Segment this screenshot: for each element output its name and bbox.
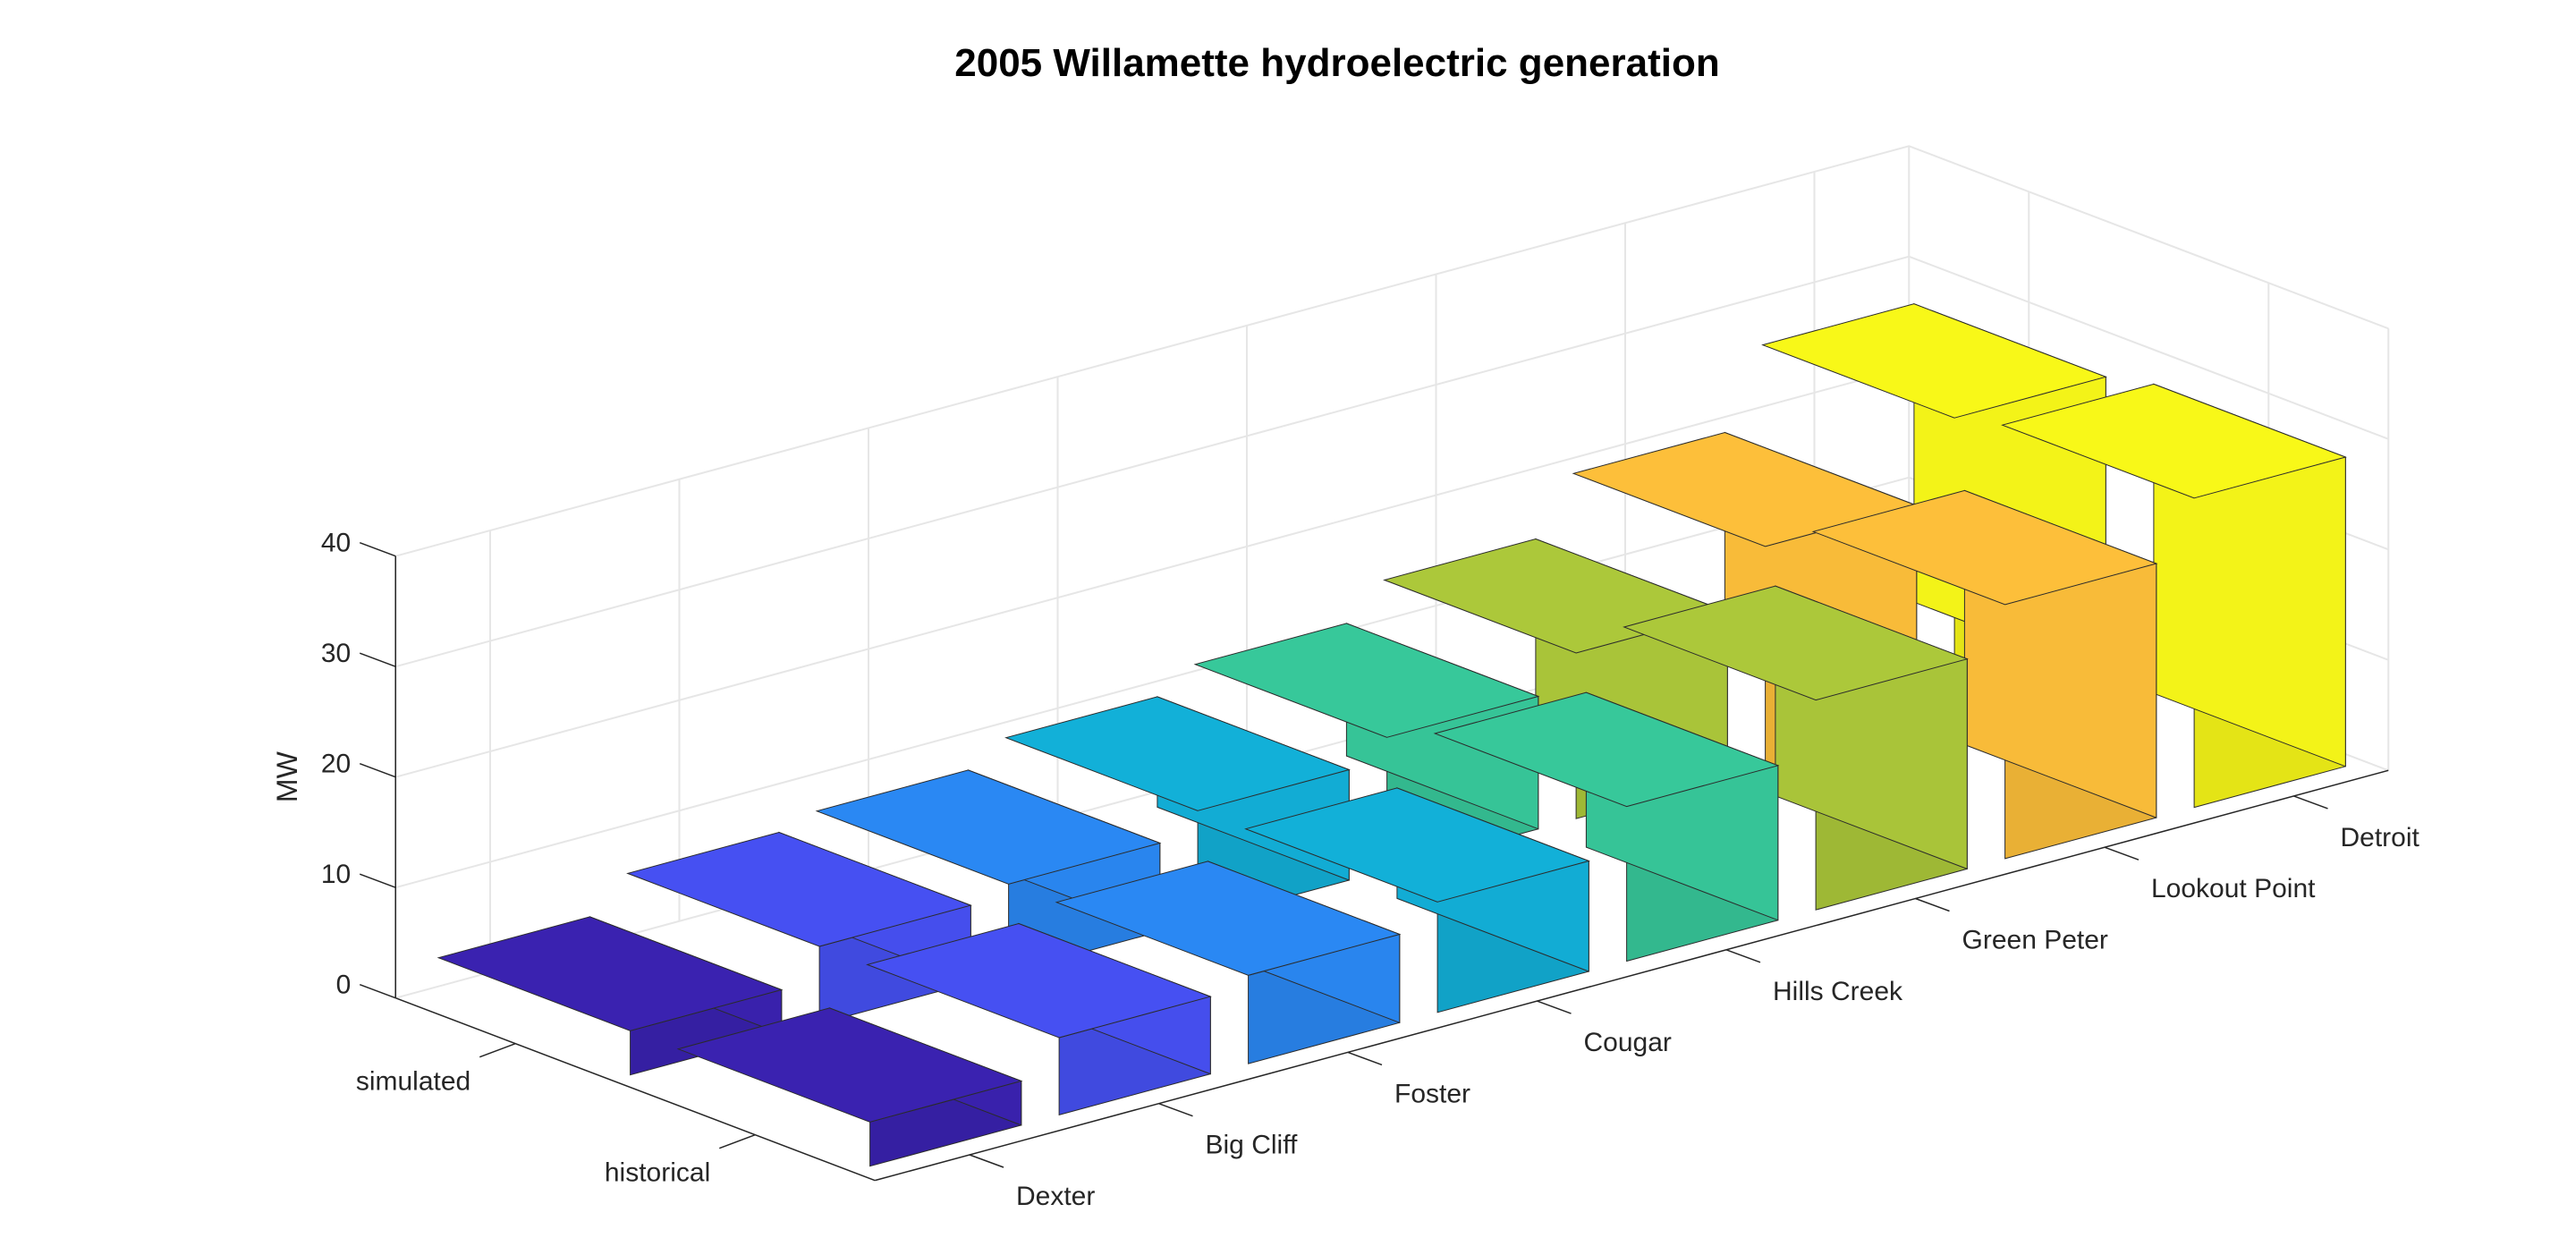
bar-face-top [2001, 383, 2347, 499]
y-tick-label: simulated [356, 1067, 470, 1097]
x-tick-label: Big Cliff [1206, 1131, 1298, 1160]
z-tick-label: 30 [321, 639, 351, 668]
bar-historical-2 [1055, 861, 1402, 1064]
x-tick [1725, 949, 1761, 963]
chart-title: 2005 Willamette hydroelectric generation [954, 41, 1719, 85]
bar-face-top [815, 769, 1162, 885]
z-tick-label: 0 [336, 971, 352, 1000]
bar-face-top [1193, 623, 1540, 738]
bar-face-top [1244, 787, 1590, 903]
z-axis-label: MW [271, 750, 303, 802]
bar-historical-0 [676, 1007, 1023, 1167]
bar-face-top [1004, 696, 1351, 811]
x-axis-line [875, 769, 2389, 1182]
y-tick-label: historical [605, 1158, 710, 1188]
bar-historical-1 [866, 922, 1212, 1116]
x-tick [2293, 795, 2328, 810]
bars [436, 302, 2347, 1167]
x-tick [1158, 1102, 1193, 1117]
x-tick [1347, 1051, 1383, 1066]
y-tick [479, 1042, 516, 1058]
x-tick-label: Foster [1394, 1079, 1470, 1108]
bar-face-top [436, 916, 784, 1031]
bar-face-top [1055, 861, 1402, 976]
bar-face-top [866, 922, 1212, 1039]
x-tick [1915, 897, 1950, 912]
bar-face-top [676, 1007, 1023, 1123]
x-tick-label: Lookout Point [2151, 874, 2316, 903]
bar-historical-7 [2001, 383, 2347, 809]
bar-simulated-0 [436, 916, 784, 1076]
bar-face-top [1433, 691, 1780, 808]
bar-face-top [1623, 585, 1969, 701]
x-tick-label: Hills Creek [1773, 977, 1903, 1006]
z-tick [359, 873, 396, 888]
x-tick-label: Cougar [1584, 1028, 1672, 1057]
z-tick [359, 652, 396, 667]
z-tick [359, 762, 396, 778]
x-tick-label: Dexter [1016, 1182, 1095, 1211]
bar-historical-5 [1623, 585, 1969, 911]
axes [359, 541, 2389, 1182]
y-axis-line [394, 996, 876, 1182]
bar-historical-3 [1244, 787, 1590, 1013]
z-tick-label: 40 [321, 529, 351, 558]
z-tick [359, 983, 396, 999]
y-tick [718, 1133, 756, 1149]
bar-historical-4 [1433, 691, 1780, 962]
x-tick-label: Detroit [2341, 823, 2420, 852]
bar-historical-6 [1811, 489, 2158, 860]
x-tick [2104, 846, 2140, 861]
z-tick [359, 541, 396, 557]
bar-face-top [1811, 489, 2158, 606]
z-tick-label: 10 [321, 860, 351, 889]
z-tick-label: 20 [321, 750, 351, 779]
axis-labels: 0 10 20 30 40 Dexter Big Cliff Foster Cougar Hill… [321, 529, 2420, 1211]
x-tick [969, 1154, 1004, 1168]
bar-face-top [1761, 303, 2107, 419]
bar-face-top [626, 831, 972, 947]
x-tick [1537, 1000, 1572, 1014]
x-tick-label: Green Peter [1962, 926, 2108, 955]
